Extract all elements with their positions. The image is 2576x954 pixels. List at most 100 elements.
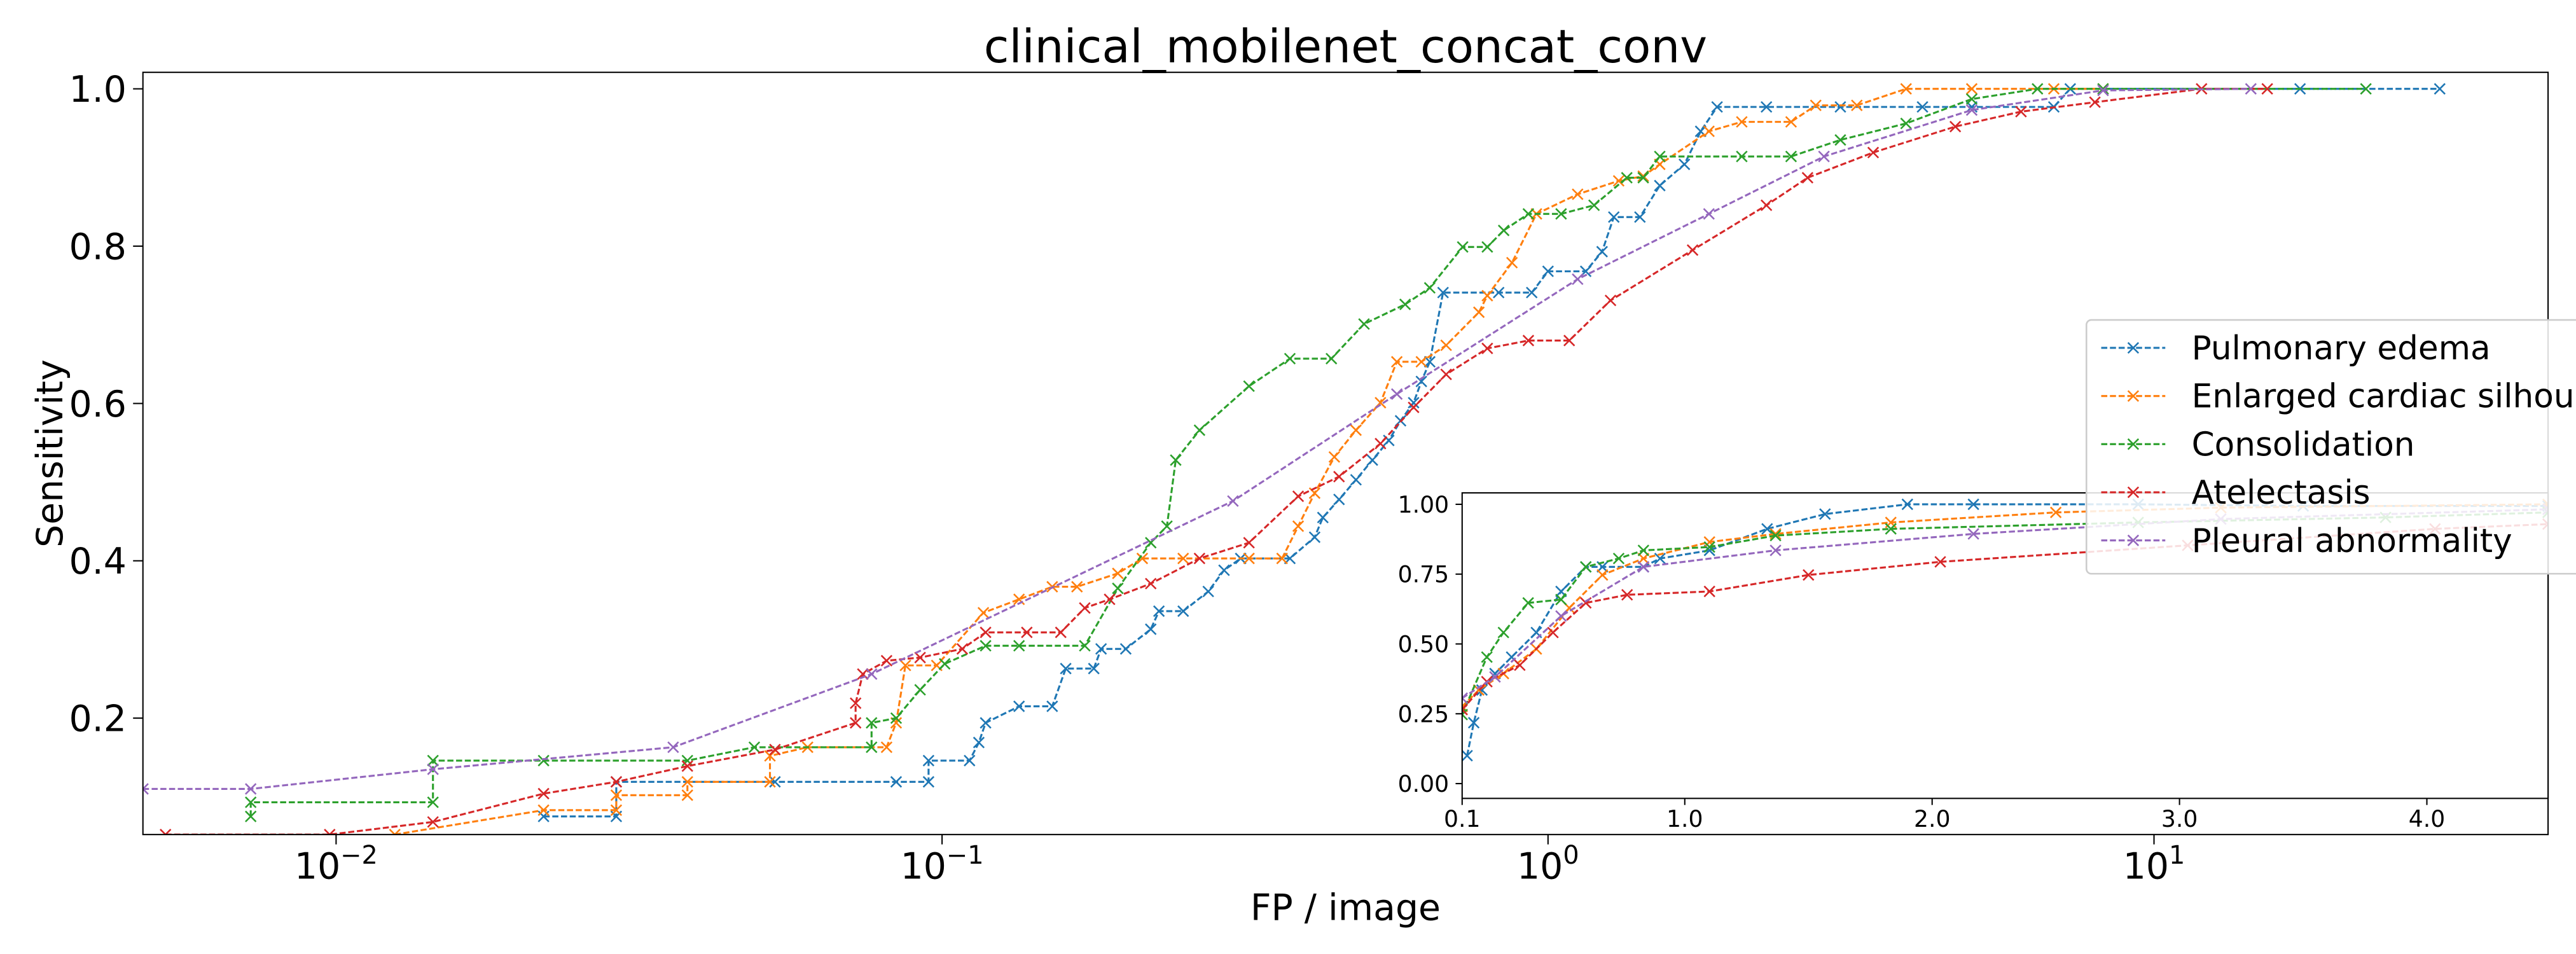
- marker: [1292, 520, 1305, 532]
- x-tick-label: 2.0: [1914, 805, 1951, 833]
- marker: [1637, 561, 1650, 573]
- marker: [1136, 552, 1149, 565]
- marker: [1493, 286, 1505, 299]
- marker: [1506, 256, 1518, 269]
- marker: [427, 816, 439, 828]
- marker: [1333, 494, 1345, 506]
- marker: [1467, 717, 1480, 729]
- marker: [681, 754, 693, 767]
- marker: [427, 763, 439, 775]
- marker: [1408, 396, 1420, 409]
- marker: [850, 697, 862, 709]
- marker: [977, 607, 990, 619]
- marker: [1095, 643, 1107, 655]
- marker: [769, 776, 781, 788]
- marker: [1810, 99, 1822, 111]
- marker: [1112, 567, 1124, 579]
- marker: [1769, 528, 1782, 540]
- marker: [890, 776, 903, 788]
- marker: [1481, 342, 1493, 354]
- marker: [1542, 265, 1555, 277]
- marker: [1243, 537, 1255, 549]
- marker: [1834, 100, 1846, 113]
- marker: [1489, 671, 1501, 683]
- marker: [1481, 241, 1493, 253]
- series-layer: [142, 83, 2446, 835]
- marker: [1588, 199, 1600, 211]
- marker: [1761, 199, 1773, 211]
- marker: [890, 712, 903, 724]
- x-tick-label: 1.0: [1666, 805, 1703, 833]
- marker: [1785, 150, 1797, 163]
- marker: [1328, 451, 1341, 463]
- marker: [1170, 454, 1182, 466]
- marker: [1949, 120, 1962, 133]
- x-tick-label: 100: [1517, 841, 1579, 888]
- marker: [1654, 179, 1666, 191]
- marker: [956, 643, 969, 655]
- marker: [2015, 106, 2027, 118]
- marker: [1046, 700, 1058, 712]
- marker: [537, 804, 550, 817]
- marker: [1227, 495, 1239, 507]
- marker: [1161, 520, 1173, 532]
- marker: [1375, 438, 1387, 450]
- marker: [1522, 335, 1535, 347]
- y-tick-label: 1.0: [69, 69, 127, 111]
- marker: [1785, 116, 1797, 128]
- marker: [1612, 552, 1625, 565]
- marker: [1104, 593, 1116, 605]
- marker: [1462, 703, 1468, 716]
- marker: [973, 736, 985, 749]
- marker: [1317, 511, 1329, 523]
- marker: [880, 741, 893, 754]
- marker: [1596, 569, 1609, 581]
- marker: [1965, 83, 1978, 95]
- marker: [857, 668, 869, 681]
- marker: [537, 754, 550, 767]
- marker: [1711, 100, 1723, 113]
- marker: [1965, 93, 1978, 105]
- x-tick-label: 3.0: [2161, 805, 2198, 833]
- marker: [1423, 356, 1436, 368]
- marker: [142, 783, 149, 795]
- marker: [1481, 289, 1493, 302]
- marker: [667, 741, 679, 754]
- marker: [1243, 552, 1255, 565]
- y-tick-label: 1.00: [1398, 491, 1450, 518]
- marker: [2089, 96, 2101, 108]
- marker: [1408, 401, 1420, 413]
- marker: [1350, 474, 1362, 486]
- marker: [681, 760, 693, 772]
- x-tick-label-base: 2.0: [1914, 805, 1951, 833]
- marker: [1013, 640, 1025, 652]
- marker: [899, 660, 911, 672]
- marker: [1654, 552, 1666, 565]
- marker: [1563, 335, 1575, 347]
- legend-label: Enlarged cardiac silhouette: [2192, 378, 2576, 416]
- marker: [1867, 146, 1880, 159]
- legend-marker: [2127, 342, 2140, 354]
- legend-label: Pleural abnormality: [2192, 522, 2512, 560]
- marker: [245, 783, 257, 795]
- marker: [1071, 581, 1083, 593]
- marker: [1596, 245, 1608, 258]
- marker: [1526, 286, 1538, 299]
- y-tick-label: 0.8: [69, 226, 127, 268]
- marker: [1555, 593, 1567, 605]
- marker: [1736, 116, 1748, 128]
- marker: [1112, 582, 1124, 595]
- x-tick-label: 10−2: [294, 841, 378, 888]
- marker: [610, 804, 623, 817]
- marker: [1326, 352, 1338, 365]
- marker: [1193, 424, 1206, 436]
- marker: [245, 810, 257, 822]
- marker: [1399, 298, 1411, 310]
- y-tick-label: 0.00: [1398, 770, 1450, 798]
- x-tick-label: 101: [2123, 841, 2185, 888]
- marker: [1390, 388, 1403, 400]
- marker: [2360, 83, 2372, 95]
- marker: [1060, 663, 1072, 675]
- marker: [2261, 83, 2273, 95]
- marker: [1547, 626, 1559, 639]
